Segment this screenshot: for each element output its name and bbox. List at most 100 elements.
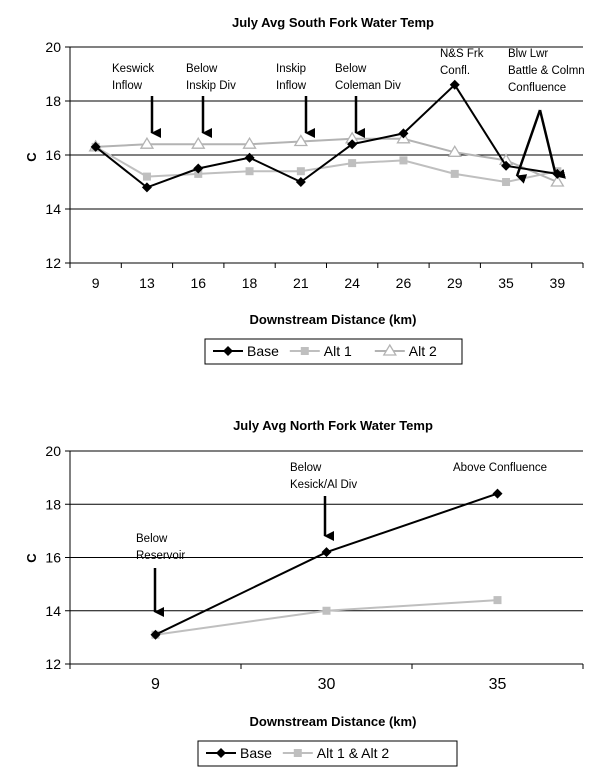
annotations: Keswick Inflow Below Inskip Div Inskip I… — [112, 48, 585, 184]
legend-marker — [382, 343, 397, 356]
legend-item: Alt 1 & Alt 2 — [282, 745, 390, 761]
x-tick-labels: 9 13 16 18 21 24 26 29 35 39 — [92, 275, 566, 291]
data-point — [347, 139, 358, 150]
data-point — [447, 145, 462, 157]
annotation-below-coleman-div: Below Coleman Div — [335, 63, 401, 138]
data-point — [399, 156, 408, 165]
x-tick-label: 39 — [550, 275, 566, 291]
data-point — [142, 172, 151, 181]
x-tick-label: 30 — [318, 676, 336, 693]
x-tick-label: 35 — [489, 676, 507, 693]
annotation-line: Below — [186, 63, 218, 75]
y-tick-label: 20 — [45, 39, 61, 55]
data-point — [139, 136, 155, 149]
legend-label: Alt 1 & Alt 2 — [317, 745, 390, 761]
data-point — [194, 169, 203, 178]
series-line — [95, 83, 558, 189]
annotation-arrow — [515, 109, 542, 184]
series-alt-1-alt-2 — [151, 596, 502, 639]
annotation-line: Coleman Div — [335, 80, 401, 92]
legend-item: Alt 1 — [289, 343, 352, 359]
x-tick-label: 18 — [242, 275, 258, 291]
annotation-line: Above Confluence — [453, 462, 547, 474]
x-tick-labels: 9 30 35 — [151, 676, 506, 693]
y-tick-label: 14 — [45, 603, 61, 619]
annotation-inskip-inflow: Inskip Inflow — [276, 63, 315, 138]
y-axis-label: C — [24, 553, 39, 563]
series-line — [95, 146, 558, 184]
y-axis-label: C — [24, 152, 39, 162]
x-tick-label: 9 — [92, 275, 100, 291]
legend-box — [204, 338, 463, 365]
x-tick-label: 9 — [151, 676, 160, 693]
data-point — [242, 136, 257, 149]
annotation-line: Inflow — [112, 80, 143, 92]
data-point — [449, 79, 460, 90]
annotation-below-kesick-al-div: Below Kesick/Al Div — [290, 462, 357, 541]
legend-label: Base — [240, 745, 272, 761]
series-base — [150, 488, 503, 640]
annotation-ns-frk-confl: N&S Frk Confl. — [440, 48, 484, 77]
legend-label: Alt 2 — [409, 343, 437, 359]
x-tick-label: 26 — [396, 275, 412, 291]
data-series — [88, 79, 565, 193]
plot-grid — [65, 450, 584, 669]
annotation-line: Inskip — [276, 63, 306, 75]
annotation-keswick-inflow: Keswick Inflow — [112, 63, 161, 138]
legend: Base Alt 1 & Alt 2 — [206, 745, 389, 761]
series-line — [155, 599, 498, 636]
series-line — [95, 137, 558, 183]
legend-marker — [293, 749, 302, 757]
data-point — [296, 167, 305, 176]
annotation-line: Blw Lwr — [508, 48, 548, 60]
x-tick-label: 29 — [447, 275, 463, 291]
plot-grid — [65, 46, 584, 268]
series-alt-2 — [88, 131, 565, 187]
y-tick-label: 14 — [45, 201, 61, 217]
chart-title: July Avg South Fork Water Temp — [232, 15, 434, 30]
data-point — [322, 606, 331, 615]
data-point — [244, 152, 255, 163]
legend: Base Alt 1 Alt 2 — [213, 343, 437, 359]
y-tick-label: 20 — [45, 443, 61, 459]
annotation-arrow — [538, 109, 566, 179]
annotation-line: Reservoir — [136, 550, 185, 562]
data-point — [502, 178, 511, 186]
y-tick-label: 12 — [45, 656, 61, 672]
data-point — [492, 488, 503, 499]
y-tick-label: 18 — [45, 93, 61, 109]
annotation-line: Confl. — [440, 65, 470, 77]
annotation-line: Kesick/Al Div — [290, 479, 357, 491]
annotation-below-inskip-div: Below Inskip Div — [186, 63, 236, 138]
chart-title: July Avg North Fork Water Temp — [233, 418, 433, 433]
x-tick-label: 35 — [498, 275, 514, 291]
annotation-line: Below — [290, 462, 322, 474]
annotation-line: Inflow — [276, 80, 307, 92]
annotation-line: N&S Frk — [440, 48, 484, 60]
north-fork-chart: July Avg North Fork Water Temp 12 14 16 18 2… — [24, 418, 584, 767]
y-tick-labels: 12 14 16 18 20 — [45, 39, 61, 271]
x-axis-label: Downstream Distance (km) — [250, 714, 417, 729]
y-tick-label: 18 — [45, 496, 61, 512]
data-point — [450, 169, 459, 178]
data-point — [321, 547, 332, 558]
y-tick-labels: 12 14 16 18 20 — [45, 443, 61, 672]
annotation-line: Inskip Div — [186, 80, 236, 92]
annotation-above-confluence: Above Confluence — [453, 462, 547, 474]
x-axis-label: Downstream Distance (km) — [250, 312, 417, 327]
x-tick-label: 24 — [344, 275, 360, 291]
data-point — [295, 177, 306, 187]
x-tick-label: 16 — [190, 275, 206, 291]
annotations: Below Reservoir Below Kesick/Al Div Abov… — [136, 462, 547, 617]
data-point — [398, 128, 409, 139]
legend-label: Base — [247, 343, 279, 359]
annotation-line: Below — [136, 533, 168, 545]
legend-label: Alt 1 — [324, 343, 352, 359]
data-point — [193, 163, 204, 174]
data-point — [550, 174, 565, 187]
data-point — [141, 182, 152, 193]
annotation-line: Confluence — [508, 82, 566, 94]
data-point — [245, 167, 254, 176]
data-point — [493, 596, 502, 605]
